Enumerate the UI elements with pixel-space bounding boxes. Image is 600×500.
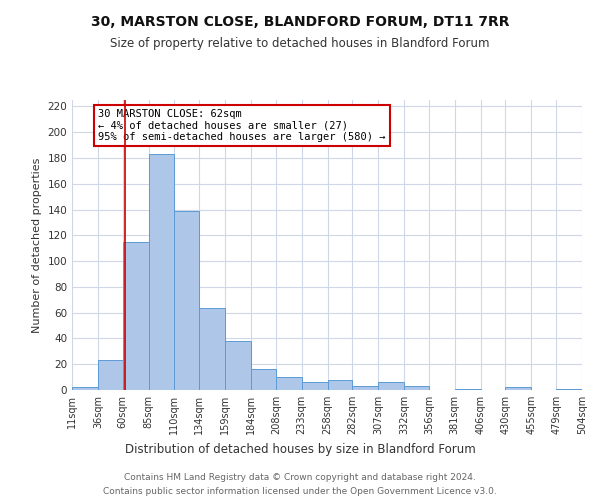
Text: 30 MARSTON CLOSE: 62sqm
← 4% of detached houses are smaller (27)
95% of semi-det: 30 MARSTON CLOSE: 62sqm ← 4% of detached… xyxy=(98,109,385,142)
Bar xyxy=(175,211,199,390)
Bar xyxy=(251,370,276,390)
Bar xyxy=(199,308,225,390)
Y-axis label: Number of detached properties: Number of detached properties xyxy=(32,158,42,332)
Bar xyxy=(149,154,175,390)
Bar xyxy=(328,380,352,390)
Text: Contains public sector information licensed under the Open Government Licence v3: Contains public sector information licen… xyxy=(103,488,497,496)
Bar xyxy=(225,341,251,390)
Bar xyxy=(556,388,582,390)
Text: Size of property relative to detached houses in Blandford Forum: Size of property relative to detached ho… xyxy=(110,38,490,51)
Bar xyxy=(404,386,429,390)
Bar xyxy=(276,377,302,390)
Text: Contains HM Land Registry data © Crown copyright and database right 2024.: Contains HM Land Registry data © Crown c… xyxy=(124,472,476,482)
Bar xyxy=(122,242,149,390)
Bar xyxy=(455,388,481,390)
Bar xyxy=(505,388,532,390)
Text: 30, MARSTON CLOSE, BLANDFORD FORUM, DT11 7RR: 30, MARSTON CLOSE, BLANDFORD FORUM, DT11… xyxy=(91,15,509,29)
Bar xyxy=(98,360,122,390)
Text: Distribution of detached houses by size in Blandford Forum: Distribution of detached houses by size … xyxy=(125,442,475,456)
Bar xyxy=(352,386,378,390)
Bar xyxy=(302,382,328,390)
Bar xyxy=(72,388,98,390)
Bar xyxy=(378,382,404,390)
